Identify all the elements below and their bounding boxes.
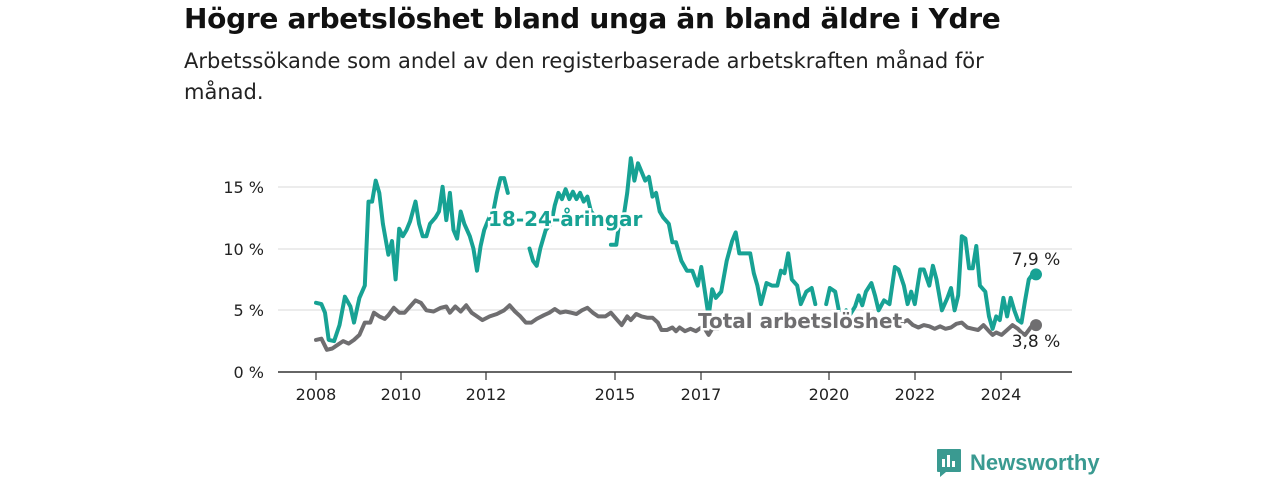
series-label-youth: 18-24-åringar (488, 207, 643, 231)
newsworthy-logo-icon (937, 449, 961, 477)
chart-subtitle: Arbetssökande som andel av den registerb… (184, 49, 984, 104)
series-endpoint-youth (1030, 268, 1042, 281)
end-value-label-youth: 7,9 % (1012, 250, 1061, 270)
line-chart: 18-24-åringar Total arbetslöshet 7,9 % 3,8 … (223, 156, 1072, 404)
series-line-youth (844, 234, 1038, 331)
series-endpoint-total (1030, 319, 1042, 332)
series-line-total (314, 298, 731, 352)
x-tick-label: 2022 (895, 385, 936, 404)
y-tick-label: 0 % (234, 363, 264, 382)
series-line-youth (824, 286, 841, 313)
series-label-total: Total arbetslöshet (698, 309, 903, 333)
y-tick-label: 5 % (234, 301, 264, 320)
y-tick-label: 15 % (223, 178, 264, 197)
x-tick-label: 2012 (466, 385, 507, 404)
x-tick-label: 2015 (595, 385, 636, 404)
series-line-total (900, 318, 1038, 337)
series-line-youth (608, 215, 622, 247)
y-tick-label: 10 % (223, 240, 264, 259)
series-line-youth (527, 187, 602, 268)
x-tick-label: 2010 (381, 385, 422, 404)
series-line-youth (314, 176, 510, 344)
end-value-label-total: 3,8 % (1012, 332, 1061, 352)
x-tick-label: 2024 (981, 385, 1022, 404)
brand-name: Newsworthy (970, 450, 1100, 475)
series-line-youth (621, 156, 818, 319)
chart-title: Högre arbetslöshet bland unga än bland ä… (184, 2, 1001, 35)
x-tick-label: 2020 (809, 385, 850, 404)
brand: Newsworthy (936, 448, 1100, 478)
x-tick-label: 2008 (296, 385, 337, 404)
x-tick-label: 2017 (681, 385, 722, 404)
